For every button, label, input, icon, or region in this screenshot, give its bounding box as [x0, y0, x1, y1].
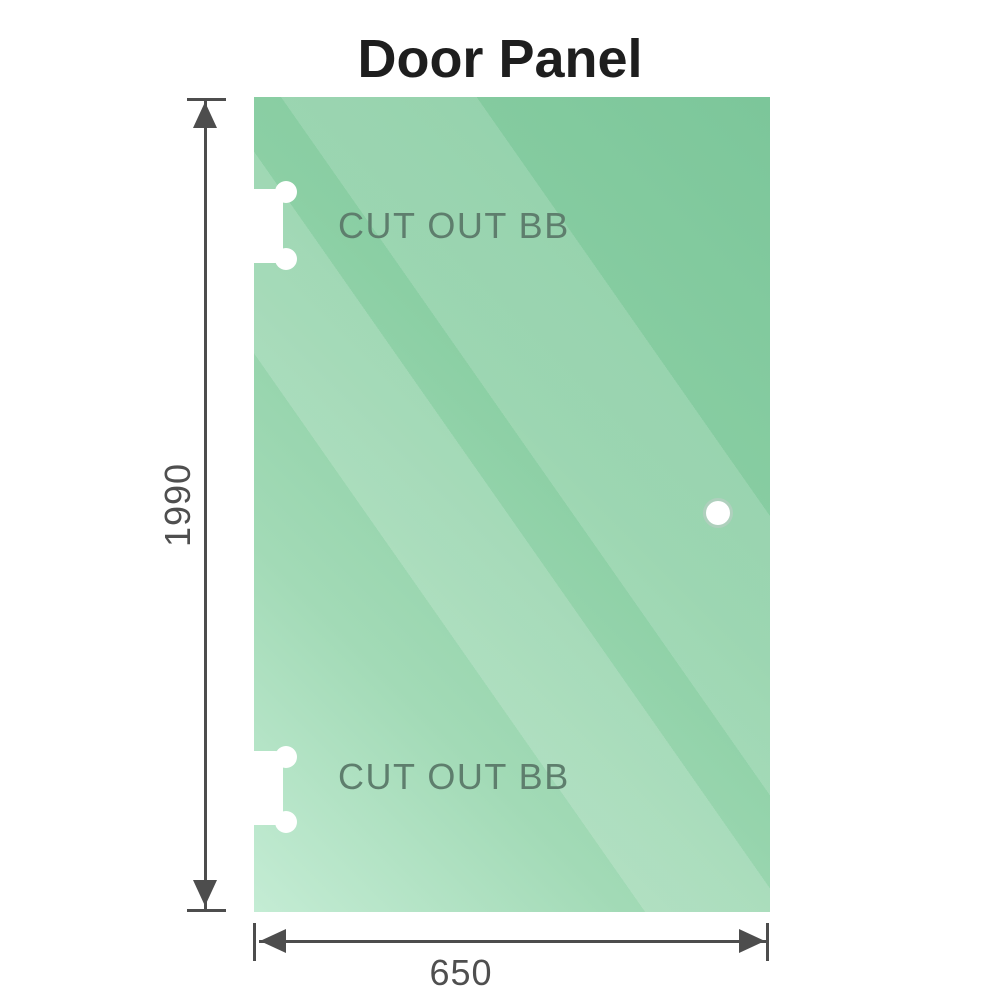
handle-hole [703, 498, 733, 528]
hinge-cutout-bottom-bump-lower [275, 811, 297, 833]
cutout-label-top: CUT OUT BB [338, 205, 570, 246]
width-dimension-value: 650 [429, 952, 493, 993]
hinge-cutout-top-bump-lower [275, 248, 297, 270]
hinge-cutout-bottom-bump-upper [275, 746, 297, 768]
arrow-right-icon [739, 929, 765, 953]
arrow-up-icon [193, 102, 217, 128]
width-dimension-tick-right [766, 923, 769, 961]
hinge-cutout-top-bump-upper [275, 181, 297, 203]
cutout-label-bottom: CUT OUT BB [338, 756, 570, 797]
page-title: Door Panel [357, 29, 643, 89]
height-dimension-line [204, 101, 207, 909]
width-dimension-tick-left [253, 923, 256, 961]
height-dimension-value: 1990 [157, 462, 198, 548]
height-dimension-tick-bottom [187, 909, 226, 912]
height-dimension-tick-top [187, 98, 226, 101]
arrow-left-icon [260, 929, 286, 953]
door-panel-glass [254, 97, 770, 912]
arrow-down-icon [193, 880, 217, 906]
width-dimension-line [259, 940, 766, 943]
